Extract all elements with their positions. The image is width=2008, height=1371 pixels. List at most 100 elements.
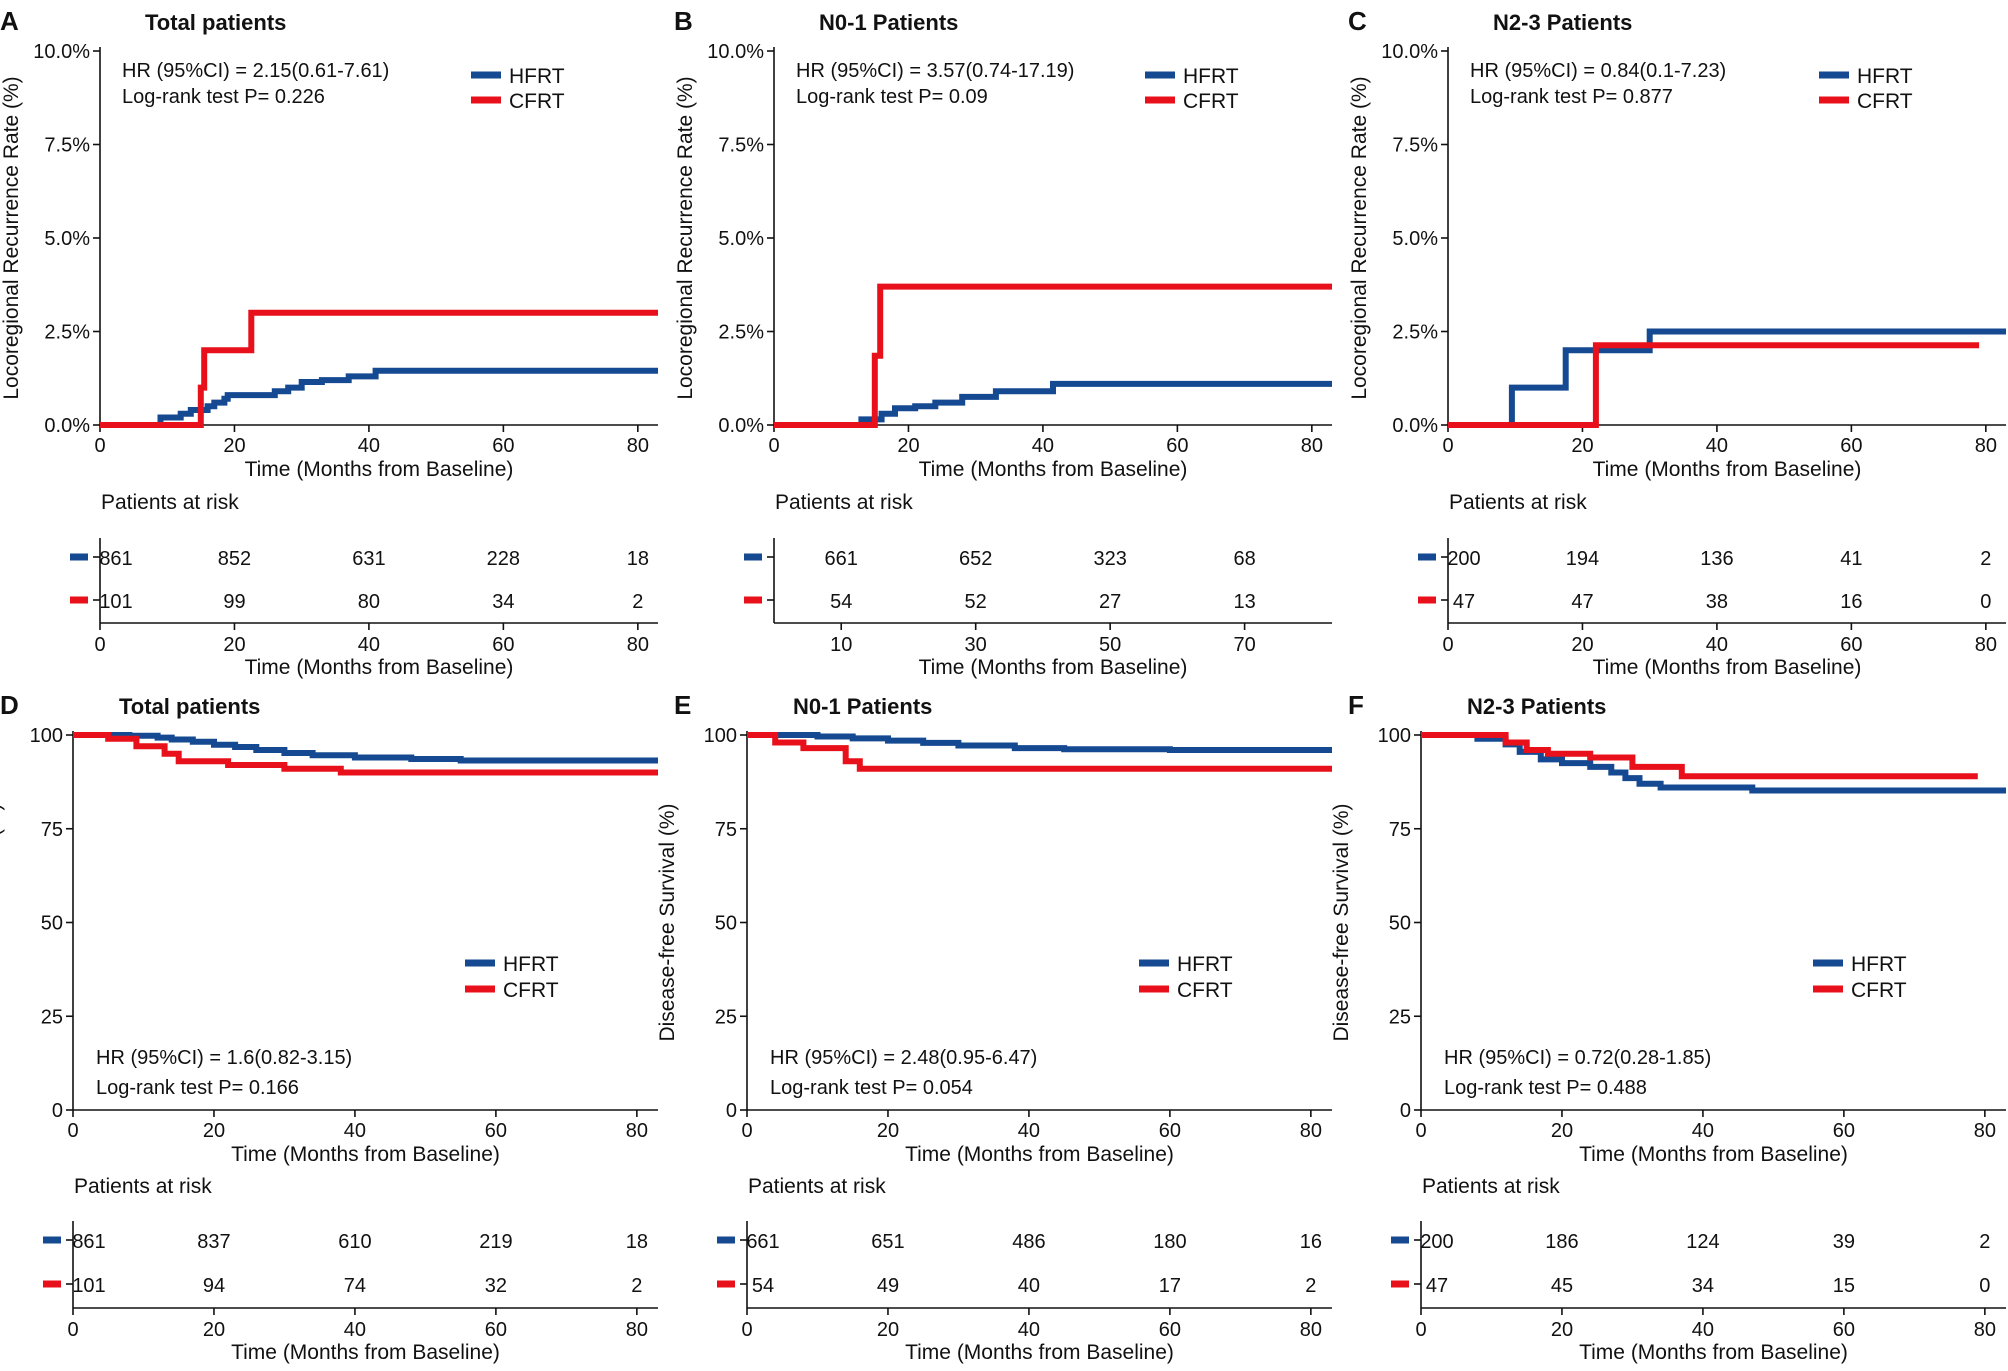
- x-tick-label: 60: [485, 1120, 507, 1142]
- x-tick-label: 40: [1018, 1120, 1040, 1142]
- legend-label-cfrt: CFRT: [509, 90, 565, 113]
- risk-count-hfrt: 837: [197, 1231, 230, 1253]
- risk-count-hfrt: 200: [1447, 548, 1480, 570]
- risk-count-cfrt: 32: [485, 1275, 507, 1297]
- risk-count-cfrt: 2: [1305, 1275, 1316, 1297]
- legend-label-cfrt: CFRT: [1857, 90, 1913, 113]
- x-tick-label: 0: [1415, 1120, 1426, 1142]
- legend-label-cfrt: CFRT: [503, 979, 559, 1002]
- x-tick-label: 20: [877, 1120, 899, 1142]
- x-axis-label: Time (Months from Baseline): [919, 458, 1188, 481]
- risk-count-cfrt: 54: [752, 1275, 774, 1297]
- y-tick-label: 2.5%: [718, 322, 764, 344]
- y-tick-label: 5.0%: [44, 228, 90, 250]
- risk-count-hfrt: 16: [1300, 1231, 1322, 1253]
- risk-x-tick-label: 30: [965, 634, 987, 656]
- risk-count-hfrt: 2: [1980, 548, 1991, 570]
- risk-table-title: Patients at risk: [748, 1175, 886, 1198]
- y-tick-label: 10.0%: [707, 41, 764, 63]
- risk-x-tick-label: 0: [1415, 1319, 1426, 1341]
- risk-x-tick-label: 40: [1692, 1319, 1714, 1341]
- risk-x-tick-label: 0: [1442, 634, 1453, 656]
- risk-x-tick-label: 50: [1099, 634, 1121, 656]
- x-tick-label: 0: [741, 1120, 752, 1142]
- risk-count-hfrt: 661: [825, 548, 858, 570]
- x-tick-label: 80: [627, 435, 649, 457]
- y-tick-label: 7.5%: [44, 135, 90, 157]
- risk-count-cfrt: 13: [1233, 591, 1255, 613]
- y-axis-label: Locoregional Recurrence Rate (%): [1348, 76, 1371, 399]
- risk-x-axis-label: Time (Months from Baseline): [1579, 1341, 1848, 1364]
- risk-table-title: Patients at risk: [101, 491, 239, 514]
- risk-x-tick-label: 80: [1975, 634, 1997, 656]
- risk-x-tick-label: 60: [1159, 1319, 1181, 1341]
- y-tick-label: 0: [1400, 1100, 1411, 1122]
- risk-x-tick-label: 60: [492, 634, 514, 656]
- risk-x-tick-label: 20: [1551, 1319, 1573, 1341]
- x-tick-label: 20: [1571, 435, 1593, 457]
- risk-count-hfrt: 861: [72, 1231, 105, 1253]
- panel-letter: B: [674, 6, 693, 36]
- y-tick-label: 50: [41, 913, 63, 935]
- panel-title: N0-1 Patients: [819, 10, 958, 35]
- risk-count-cfrt: 34: [1692, 1275, 1714, 1297]
- legend-label-cfrt: CFRT: [1851, 979, 1907, 1002]
- x-axis-label: Time (Months from Baseline): [1579, 1143, 1848, 1166]
- panel-b: B N0-1 Patients 0.0% 2.5% 5.0% 7.5% 10.0% 0 20 40…: [674, 6, 1332, 679]
- logrank-text: Log-rank test P= 0.488: [1444, 1077, 1647, 1099]
- risk-count-cfrt: 47: [1453, 591, 1475, 613]
- risk-count-hfrt: 200: [1420, 1231, 1453, 1253]
- risk-x-tick-label: 40: [1018, 1319, 1040, 1341]
- y-tick-label: 7.5%: [718, 135, 764, 157]
- risk-table-title: Patients at risk: [1422, 1175, 1560, 1198]
- legend-label-cfrt: CFRT: [1177, 979, 1233, 1002]
- panel-title: N2-3 Patients: [1493, 10, 1632, 35]
- y-tick-label: 75: [1389, 819, 1411, 841]
- x-tick-label: 80: [1975, 435, 1997, 457]
- y-tick-label: 25: [715, 1006, 737, 1028]
- risk-count-cfrt: 101: [72, 1275, 105, 1297]
- risk-table-title: Patients at risk: [1449, 491, 1587, 514]
- risk-count-cfrt: 34: [492, 591, 514, 613]
- y-tick-label: 5.0%: [1392, 228, 1438, 250]
- risk-table-title: Patients at risk: [74, 1175, 212, 1198]
- logrank-text: Log-rank test P= 0.09: [796, 86, 988, 108]
- risk-x-tick-label: 0: [67, 1319, 78, 1341]
- risk-x-tick-label: 40: [358, 634, 380, 656]
- risk-count-cfrt: 38: [1706, 591, 1728, 613]
- y-tick-label: 2.5%: [1392, 322, 1438, 344]
- x-tick-label: 60: [1833, 1120, 1855, 1142]
- hr-text: HR (95%CI) = 2.15(0.61-7.61): [122, 60, 389, 82]
- hr-text: HR (95%CI) = 1.6(0.82-3.15): [96, 1047, 352, 1069]
- y-axis-label: Disease-free Survival (%): [656, 803, 679, 1041]
- x-tick-label: 40: [1692, 1120, 1714, 1142]
- series-line-cfrt: [100, 309, 658, 428]
- risk-count-hfrt: 186: [1545, 1231, 1578, 1253]
- risk-count-hfrt: 180: [1153, 1231, 1186, 1253]
- risk-count-cfrt: 52: [965, 591, 987, 613]
- risk-x-axis-label: Time (Months from Baseline): [231, 1341, 500, 1364]
- risk-x-axis-label: Time (Months from Baseline): [919, 656, 1188, 679]
- risk-x-tick-label: 80: [627, 634, 649, 656]
- risk-count-cfrt: 54: [830, 591, 852, 613]
- risk-count-cfrt: 2: [632, 591, 643, 613]
- risk-count-cfrt: 99: [223, 591, 245, 613]
- y-tick-label: 0: [52, 1100, 63, 1122]
- x-tick-label: 20: [223, 435, 245, 457]
- panel-letter: C: [1348, 6, 1367, 36]
- panel-letter: E: [674, 690, 691, 720]
- y-axis-label: Disease-free Survival (%): [1330, 803, 1353, 1041]
- x-tick-label: 80: [626, 1120, 648, 1142]
- y-tick-label: 25: [41, 1006, 63, 1028]
- x-tick-label: 60: [1159, 1120, 1181, 1142]
- series-line-hfrt: [100, 367, 658, 428]
- legend-label-hfrt: HFRT: [503, 953, 559, 976]
- risk-x-axis-label: Time (Months from Baseline): [245, 656, 514, 679]
- risk-x-axis-label: Time (Months from Baseline): [1593, 656, 1862, 679]
- risk-x-tick-label: 20: [223, 634, 245, 656]
- risk-x-tick-label: 20: [877, 1319, 899, 1341]
- risk-count-cfrt: 17: [1159, 1275, 1181, 1297]
